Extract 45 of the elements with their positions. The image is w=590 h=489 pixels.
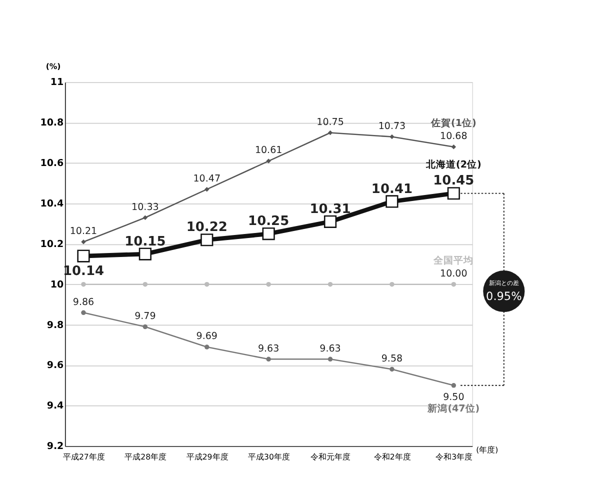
data-label: 10.25 xyxy=(248,214,290,230)
x-tick-label: 平成28年度 xyxy=(124,452,167,462)
data-label: 10.41 xyxy=(371,182,413,197)
data-label: 10.47 xyxy=(193,174,221,185)
data-label: 10.73 xyxy=(378,120,406,132)
y-tick-label: 9.4 xyxy=(46,400,64,412)
x-tick-label: 令和2年度 xyxy=(374,452,411,462)
y-tick-label: 10.6 xyxy=(40,158,64,170)
data-label: 10.15 xyxy=(124,234,166,250)
text: 0.95% xyxy=(486,290,522,303)
data-label: 9.69 xyxy=(196,331,218,342)
x-tick-label: 平成30年度 xyxy=(248,452,290,462)
data-label: 9.63 xyxy=(258,343,280,354)
data-label: 10.22 xyxy=(186,220,228,236)
y-tick-label: 11 xyxy=(50,77,64,88)
data-label: 10.61 xyxy=(254,145,282,156)
data-label: 10.75 xyxy=(316,116,344,128)
data-label: 10.45 xyxy=(433,174,474,189)
text: 北海道(2位) xyxy=(425,158,482,170)
y-axis-title: (%) xyxy=(46,62,61,71)
y-tick-label: 10.4 xyxy=(40,198,64,210)
y-tick-label: 10 xyxy=(50,279,64,290)
data-label: 9.79 xyxy=(134,311,156,322)
data-label: 10.33 xyxy=(132,202,159,213)
y-tick-label: 9.6 xyxy=(46,360,64,372)
text: 新潟(47位) xyxy=(426,402,480,414)
x-tick-label: 平成29年度 xyxy=(186,452,228,462)
x-tick-label: 平成27年度 xyxy=(62,452,105,462)
series-label: 全国平均 xyxy=(432,254,474,267)
data-label: 9.86 xyxy=(72,296,94,308)
x-tick-label: 令和元年度 xyxy=(310,452,351,462)
data-label: 10.68 xyxy=(440,131,468,142)
data-label: 10.00 xyxy=(440,268,468,280)
y-tick-label: 10.8 xyxy=(40,118,64,129)
series-label: 佐賀(1位) xyxy=(430,117,476,130)
data-label: 10.21 xyxy=(70,226,98,238)
data-label: 9.50 xyxy=(443,392,464,404)
x-tick-label: 令和3年度 xyxy=(436,452,473,462)
y-tick-label: 9.8 xyxy=(46,320,64,331)
y-tick-label: 9.2 xyxy=(46,441,64,452)
data-label: 9.63 xyxy=(320,343,341,354)
data-label: 10.31 xyxy=(310,202,351,218)
y-tick-label: 10.2 xyxy=(40,238,64,250)
data-label: 9.58 xyxy=(381,353,403,364)
x-axis-title: (年度) xyxy=(476,446,498,455)
